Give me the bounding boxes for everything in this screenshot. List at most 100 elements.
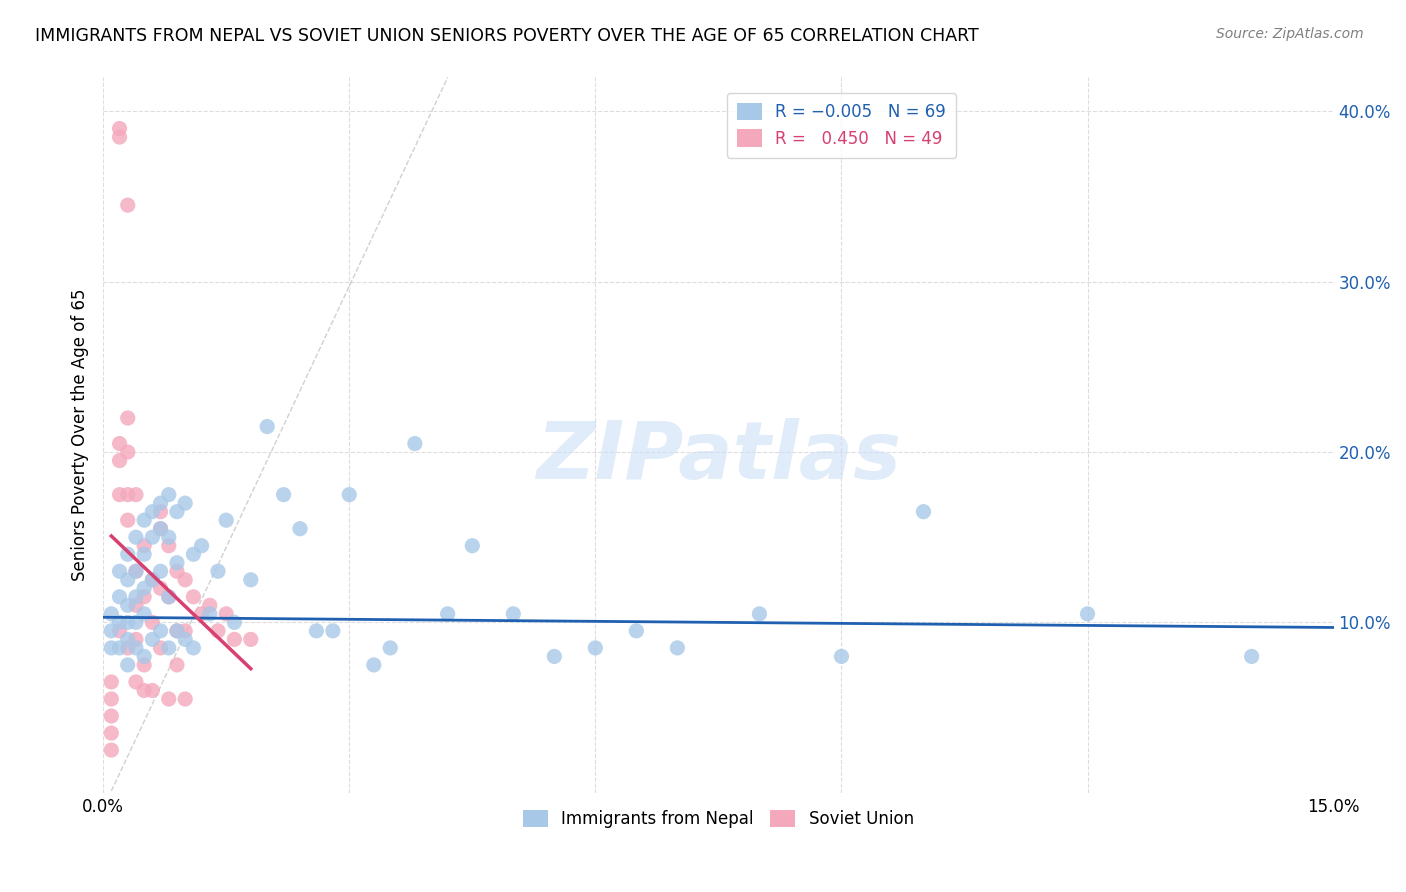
- Point: [174, 632, 197, 647]
- Point: [134, 582, 156, 596]
- Point: [125, 632, 148, 647]
- Point: [207, 564, 229, 578]
- Point: [117, 640, 139, 655]
- Point: [125, 564, 148, 578]
- Point: [134, 539, 156, 553]
- Point: [174, 573, 197, 587]
- Text: Source: ZipAtlas.com: Source: ZipAtlas.com: [1216, 27, 1364, 41]
- Point: [134, 590, 156, 604]
- Point: [117, 198, 139, 212]
- Point: [183, 590, 205, 604]
- Point: [108, 640, 131, 655]
- Point: [141, 530, 163, 544]
- Point: [157, 640, 180, 655]
- Point: [125, 564, 148, 578]
- Point: [748, 607, 770, 621]
- Point: [108, 436, 131, 450]
- Text: ZIPatlas: ZIPatlas: [536, 417, 901, 495]
- Point: [256, 419, 278, 434]
- Point: [117, 513, 139, 527]
- Point: [100, 743, 122, 757]
- Point: [363, 657, 385, 672]
- Point: [174, 624, 197, 638]
- Point: [141, 573, 163, 587]
- Point: [125, 590, 148, 604]
- Point: [125, 640, 148, 655]
- Point: [166, 624, 188, 638]
- Point: [100, 607, 122, 621]
- Point: [404, 436, 426, 450]
- Point: [337, 488, 360, 502]
- Point: [1076, 607, 1098, 621]
- Point: [502, 607, 524, 621]
- Point: [436, 607, 458, 621]
- Point: [149, 640, 172, 655]
- Point: [141, 573, 163, 587]
- Text: IMMIGRANTS FROM NEPAL VS SOVIET UNION SENIORS POVERTY OVER THE AGE OF 65 CORRELA: IMMIGRANTS FROM NEPAL VS SOVIET UNION SE…: [35, 27, 979, 45]
- Point: [912, 505, 935, 519]
- Point: [380, 640, 402, 655]
- Point: [149, 522, 172, 536]
- Point: [117, 615, 139, 630]
- Point: [117, 445, 139, 459]
- Point: [166, 556, 188, 570]
- Point: [461, 539, 484, 553]
- Point: [190, 607, 212, 621]
- Point: [830, 649, 852, 664]
- Point: [166, 564, 188, 578]
- Point: [100, 726, 122, 740]
- Point: [100, 692, 122, 706]
- Point: [157, 590, 180, 604]
- Point: [157, 692, 180, 706]
- Point: [149, 624, 172, 638]
- Point: [183, 640, 205, 655]
- Y-axis label: Seniors Poverty Over the Age of 65: Seniors Poverty Over the Age of 65: [72, 289, 89, 582]
- Point: [583, 640, 606, 655]
- Point: [157, 590, 180, 604]
- Point: [125, 488, 148, 502]
- Point: [149, 505, 172, 519]
- Legend: Immigrants from Nepal, Soviet Union: Immigrants from Nepal, Soviet Union: [516, 803, 921, 834]
- Point: [100, 640, 122, 655]
- Point: [157, 539, 180, 553]
- Point: [224, 615, 246, 630]
- Point: [108, 615, 131, 630]
- Point: [666, 640, 689, 655]
- Point: [108, 130, 131, 145]
- Point: [117, 411, 139, 425]
- Point: [117, 657, 139, 672]
- Point: [239, 632, 262, 647]
- Point: [134, 683, 156, 698]
- Point: [174, 692, 197, 706]
- Point: [239, 573, 262, 587]
- Point: [125, 675, 148, 690]
- Point: [134, 547, 156, 561]
- Point: [198, 599, 221, 613]
- Point: [626, 624, 648, 638]
- Point: [141, 505, 163, 519]
- Point: [117, 632, 139, 647]
- Point: [125, 599, 148, 613]
- Point: [183, 547, 205, 561]
- Point: [100, 624, 122, 638]
- Point: [543, 649, 565, 664]
- Point: [215, 607, 238, 621]
- Point: [141, 615, 163, 630]
- Point: [134, 657, 156, 672]
- Point: [134, 513, 156, 527]
- Point: [157, 530, 180, 544]
- Point: [198, 607, 221, 621]
- Point: [149, 522, 172, 536]
- Point: [157, 488, 180, 502]
- Point: [117, 488, 139, 502]
- Point: [174, 496, 197, 510]
- Point: [166, 624, 188, 638]
- Point: [207, 624, 229, 638]
- Point: [141, 683, 163, 698]
- Point: [134, 607, 156, 621]
- Point: [108, 453, 131, 467]
- Point: [108, 488, 131, 502]
- Point: [215, 513, 238, 527]
- Point: [141, 632, 163, 647]
- Point: [100, 709, 122, 723]
